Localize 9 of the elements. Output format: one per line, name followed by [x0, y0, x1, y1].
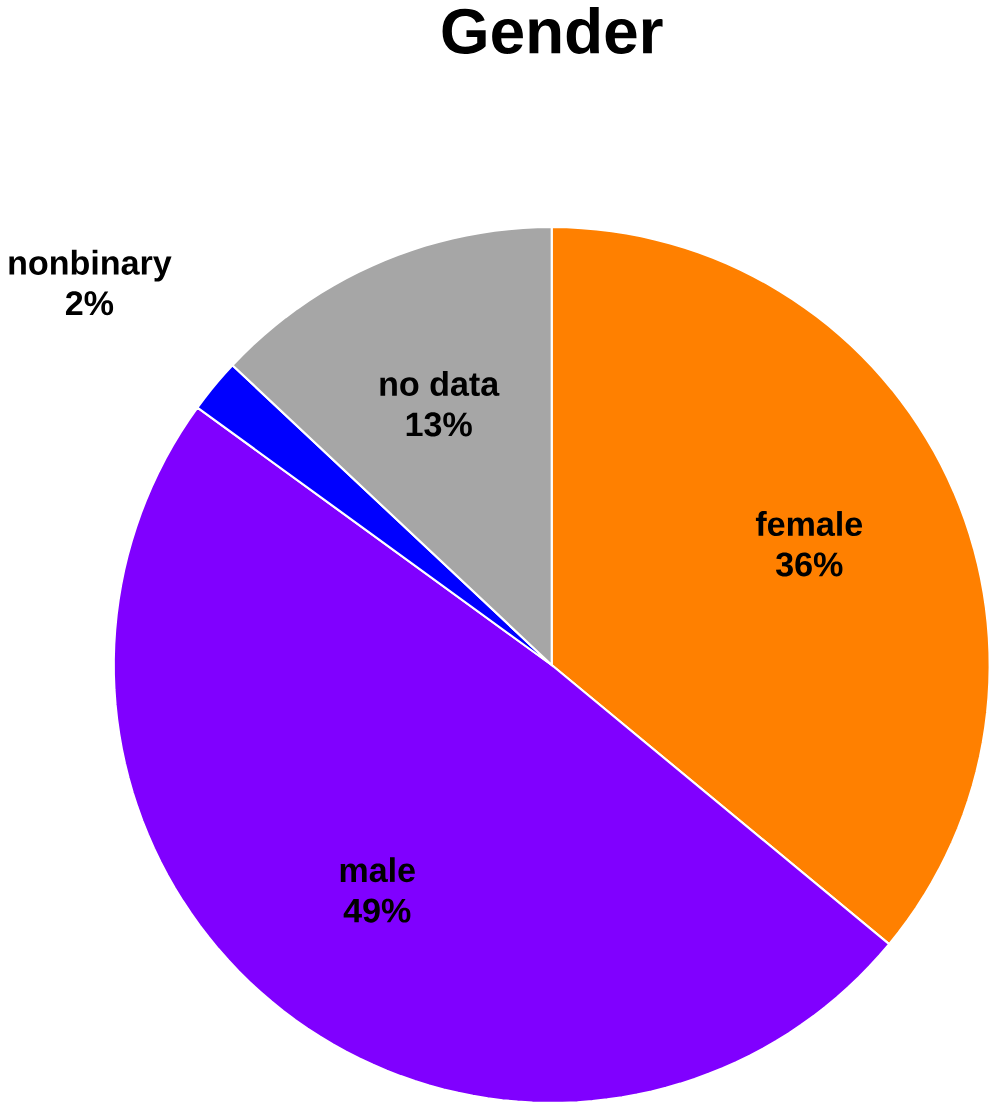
slice-label: no data: [380, 371, 500, 397]
data-label: 13%: [406, 412, 472, 437]
data-label: 49%: [343, 898, 411, 923]
slice-label: male: [340, 857, 416, 883]
data-label: 36%: [776, 552, 843, 577]
data-label: 2%: [66, 291, 114, 316]
chart-title: Gender: [442, 7, 663, 54]
slice-label: nonbinary: [9, 249, 172, 282]
slice-label: female: [756, 511, 863, 537]
